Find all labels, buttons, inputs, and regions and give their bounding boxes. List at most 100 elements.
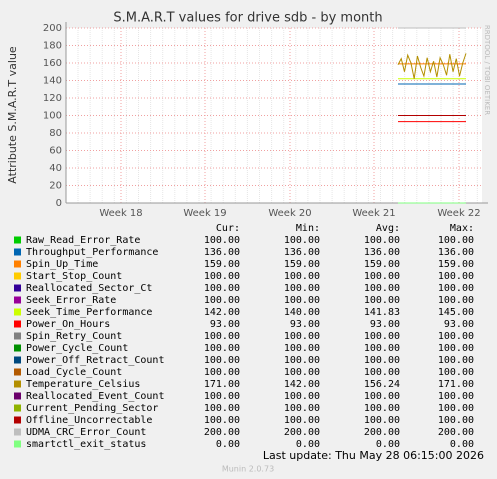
legend-name: Raw_Read_Error_Rate [26, 235, 140, 246]
column-header: Min: [296, 223, 320, 234]
value-label: 159.00 [364, 259, 400, 270]
side-label: RRDTOOL / TOBI OETIKER [483, 25, 491, 115]
value-label: 0.00 [376, 439, 400, 450]
legend-swatch [14, 320, 21, 328]
value-label: 100.00 [204, 271, 240, 282]
value-label: 100.00 [438, 391, 474, 402]
legend-swatch [14, 296, 21, 304]
x-tick-label: Week 21 [352, 208, 395, 219]
value-label: 100.00 [284, 331, 320, 342]
chart-title: S.M.A.R.T values for drive sdb - by mont… [113, 11, 382, 26]
legend-swatch [14, 368, 21, 376]
value-label: 141.83 [364, 307, 400, 318]
legend-name: Temperature_Celsius [26, 379, 140, 390]
y-tick-label: 140 [43, 76, 62, 87]
value-label: 100.00 [364, 391, 400, 402]
value-label: 136.00 [438, 247, 474, 258]
value-label: 100.00 [204, 283, 240, 294]
value-label: 100.00 [284, 343, 320, 354]
legend-swatch [14, 380, 21, 388]
y-tick-label: 60 [49, 146, 62, 157]
legend-name: UDMA_CRC_Error_Count [26, 427, 146, 438]
value-label: 100.00 [438, 331, 474, 342]
value-label: 100.00 [284, 283, 320, 294]
value-label: 200.00 [204, 427, 240, 438]
value-label: 200.00 [438, 427, 474, 438]
legend-swatch [14, 404, 21, 412]
value-label: 100.00 [204, 235, 240, 246]
x-tick-label: Week 18 [99, 208, 142, 219]
value-label: 93.00 [370, 319, 400, 330]
value-label: 100.00 [364, 283, 400, 294]
value-label: 142.00 [204, 307, 240, 318]
value-label: 93.00 [444, 319, 474, 330]
legend-swatch [14, 308, 21, 316]
legend-name: Power_Off_Retract_Count [26, 355, 164, 366]
legend-name: Power_On_Hours [26, 319, 110, 330]
value-label: 159.00 [438, 259, 474, 270]
value-label: 93.00 [290, 319, 320, 330]
value-label: 100.00 [364, 331, 400, 342]
legend-swatch [14, 416, 21, 424]
value-label: 100.00 [438, 355, 474, 366]
value-label: 136.00 [204, 247, 240, 258]
value-label: 100.00 [204, 367, 240, 378]
value-label: 100.00 [204, 355, 240, 366]
legend-swatch [14, 284, 21, 292]
legend-name: Power_Cycle_Count [26, 343, 128, 354]
value-label: 171.00 [438, 379, 474, 390]
legend-name: smartctl_exit_status [26, 439, 146, 450]
y-tick-label: 200 [43, 23, 62, 34]
y-tick-label: 20 [49, 181, 62, 192]
y-tick-label: 80 [49, 128, 62, 139]
value-label: 100.00 [438, 271, 474, 282]
legend-swatch [14, 236, 21, 244]
value-label: 100.00 [284, 415, 320, 426]
legend-name: Current_Pending_Sector [26, 403, 158, 414]
legend-name: Throughput_Performance [26, 247, 158, 258]
value-label: 100.00 [364, 235, 400, 246]
value-label: 100.00 [364, 295, 400, 306]
y-tick-label: 180 [43, 41, 62, 52]
value-label: 200.00 [364, 427, 400, 438]
value-label: 159.00 [204, 259, 240, 270]
legend-swatch [14, 332, 21, 340]
value-label: 100.00 [364, 355, 400, 366]
value-label: 100.00 [438, 343, 474, 354]
value-label: 0.00 [296, 439, 320, 450]
value-label: 200.00 [284, 427, 320, 438]
value-label: 100.00 [438, 415, 474, 426]
legend-name: Seek_Error_Rate [26, 295, 116, 306]
legend-name: Spin_Retry_Count [26, 331, 122, 342]
value-label: 100.00 [204, 295, 240, 306]
value-label: 100.00 [204, 391, 240, 402]
x-tick-label: Week 20 [268, 208, 311, 219]
value-label: 100.00 [284, 355, 320, 366]
value-label: 100.00 [438, 283, 474, 294]
column-header: Avg: [376, 223, 400, 234]
value-label: 100.00 [204, 415, 240, 426]
legend-name: Start_Stop_Count [26, 271, 122, 282]
column-header: Cur: [216, 223, 240, 234]
x-tick-label: Week 19 [183, 208, 226, 219]
value-label: 100.00 [364, 415, 400, 426]
value-label: 159.00 [284, 259, 320, 270]
footer: Munin 2.0.73 [222, 465, 274, 474]
legend-name: Spin_Up_Time [26, 259, 98, 270]
value-label: 100.00 [438, 403, 474, 414]
value-label: 100.00 [364, 367, 400, 378]
value-label: 100.00 [364, 271, 400, 282]
value-label: 100.00 [284, 271, 320, 282]
value-label: 100.00 [284, 367, 320, 378]
y-tick-label: 120 [43, 93, 62, 104]
value-label: 100.00 [364, 403, 400, 414]
value-label: 142.00 [284, 379, 320, 390]
x-tick-label: Week 22 [437, 208, 480, 219]
y-tick-label: 100 [43, 111, 62, 122]
legend-swatch [14, 272, 21, 280]
value-label: 100.00 [204, 331, 240, 342]
legend-name: Seek_Time_Performance [26, 307, 152, 318]
legend-swatch [14, 440, 21, 448]
legend-swatch [14, 356, 21, 364]
